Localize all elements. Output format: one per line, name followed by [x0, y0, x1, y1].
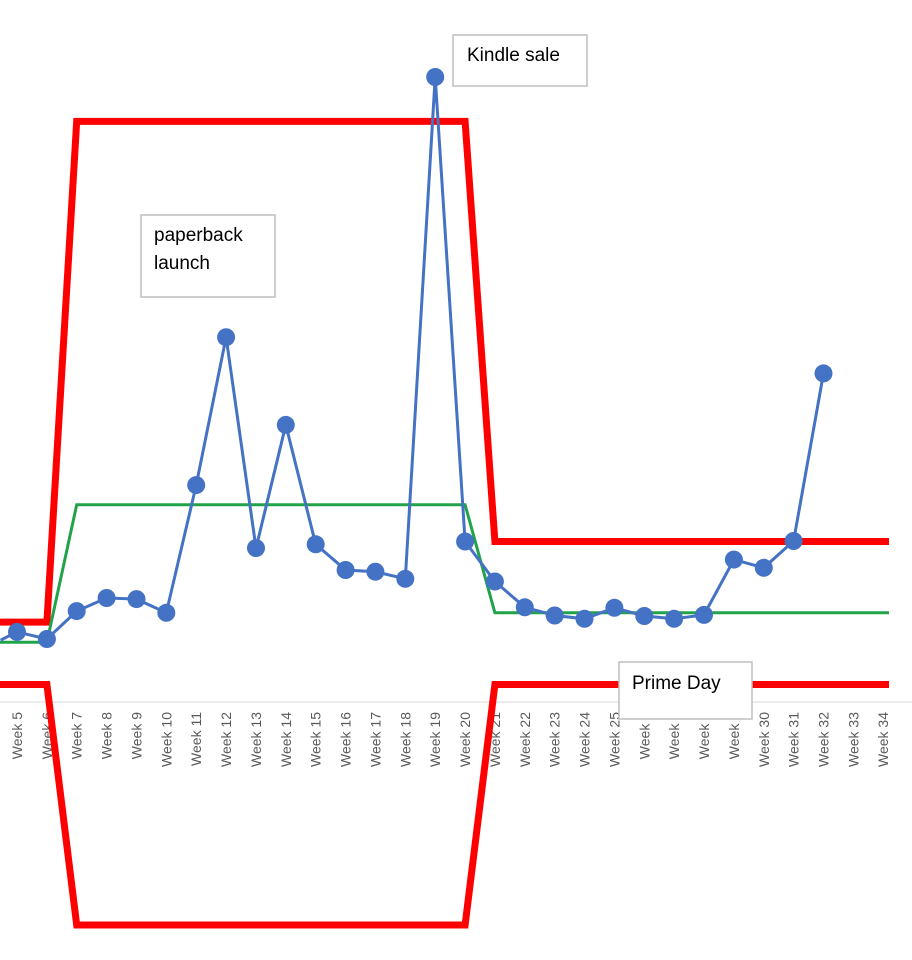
data-point: [665, 609, 684, 628]
data-point: [336, 561, 355, 579]
data-point: [306, 535, 325, 554]
x-tick-label: Week 2: [696, 712, 712, 759]
x-tick-label: Week 5: [9, 712, 25, 759]
x-tick-label: Week 31: [786, 712, 802, 767]
x-tick-label: Week 12: [218, 712, 234, 767]
data-point: [217, 328, 236, 347]
data-point: [784, 532, 803, 550]
annotation-prime-day-box: [618, 661, 753, 720]
data-point: [695, 605, 713, 624]
x-tick-label: Week 9: [128, 712, 144, 759]
data-point: [37, 630, 56, 648]
annotation-prime-day-text: Prime Day: [632, 673, 721, 694]
annotation-kindle-sale-text: Kindle sale: [467, 45, 560, 66]
data-point: [814, 364, 833, 383]
data-point: [187, 476, 206, 495]
tick-labels-layer: Week 5 Week 6 Week 7 Week 8 Week 9 Week 10 Wee…: [9, 712, 891, 767]
data-point: [575, 609, 594, 628]
series-layer: [0, 76, 889, 929]
series-line-lower-limit: [0, 681, 889, 929]
data-point: [157, 603, 176, 622]
annotations-layer: Kindle sale paperback launch Prime Day: [140, 34, 753, 720]
markers-layer: [8, 68, 833, 648]
x-tick-label: Week 23: [547, 712, 563, 767]
annotation-kindle-sale-box: [452, 34, 588, 87]
data-point: [247, 539, 265, 558]
annotation-kindle-sale: Kindle sale: [452, 34, 588, 87]
x-tick-label: Week 34: [875, 712, 891, 767]
x-tick-label: Week 10: [158, 712, 174, 767]
data-point: [635, 607, 654, 625]
data-point: [545, 606, 564, 625]
x-tick-label: Week 17: [367, 712, 383, 767]
data-point: [8, 622, 26, 641]
annotation-paperback-launch-text-line2: launch: [154, 253, 210, 274]
series-line-data: [0, 76, 825, 642]
x-tick-label: Week 2: [666, 712, 682, 759]
x-tick-label: Week 22: [517, 712, 533, 767]
data-point: [724, 550, 743, 569]
x-tick-label: Week 25: [606, 712, 622, 767]
data-point: [366, 562, 385, 581]
x-tick-label: Week 2: [726, 712, 742, 759]
data-point: [127, 590, 146, 609]
x-tick-label: Week 20: [457, 712, 473, 767]
data-point: [754, 558, 773, 577]
x-tick-label: Week 15: [308, 712, 324, 767]
data-point: [276, 415, 295, 434]
x-tick-label: Week 30: [756, 712, 772, 767]
data-point: [515, 598, 534, 617]
data-point: [456, 532, 475, 551]
series-line-average: [0, 503, 889, 644]
x-tick-label: Week 11: [188, 712, 204, 766]
annotation-paperback-launch: paperback launch: [140, 214, 276, 298]
data-point: [396, 569, 415, 588]
x-tick-label: Week 19: [427, 712, 443, 767]
annotation-paperback-launch-text-line1: paperback: [154, 225, 243, 246]
x-tick-label: Week 16: [338, 712, 354, 767]
data-point: [485, 572, 504, 591]
data-point: [605, 598, 624, 617]
data-point: [67, 602, 86, 621]
x-tick-label: Week 32: [815, 712, 831, 767]
annotation-prime-day: Prime Day: [618, 661, 753, 720]
x-tick-label: Week 13: [248, 712, 264, 767]
x-tick-label: Week 18: [397, 712, 413, 767]
x-tick-label: Week 14: [278, 712, 294, 767]
series-line-upper-limit: [0, 117, 889, 626]
x-tick-label: Week 2: [636, 712, 652, 759]
data-point: [97, 589, 116, 607]
x-tick-label: Week 24: [577, 712, 593, 767]
x-tick-label: Week 8: [99, 712, 115, 759]
x-tick-label: Week 33: [845, 712, 861, 767]
annotation-paperback-launch-box: [140, 214, 276, 298]
data-point: [426, 68, 445, 86]
x-tick-label: Week 7: [69, 712, 85, 759]
